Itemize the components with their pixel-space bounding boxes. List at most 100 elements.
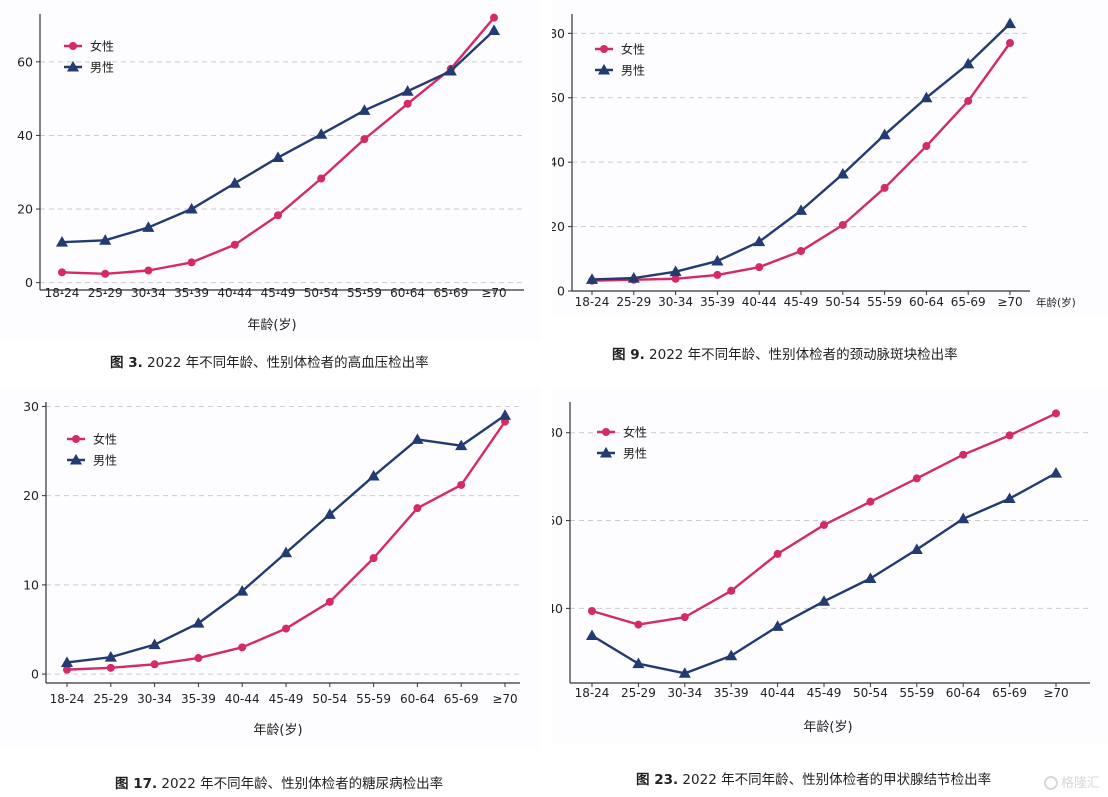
data-point-female: [671, 274, 680, 283]
data-point-male: [367, 469, 380, 481]
y-tick-label: 20: [23, 488, 39, 503]
data-point-female: [959, 450, 968, 459]
caption-fig-number: 图 17.: [115, 776, 158, 792]
x-tick-label: 60-64: [390, 286, 425, 300]
caption-text: 2022 年不同年龄、性别体检者的高血压检出率: [147, 355, 429, 371]
x-tick-label: 60-64: [946, 686, 981, 700]
x-tick-label: 40-44: [760, 686, 795, 700]
x-axis-label: 年龄(岁): [803, 720, 852, 735]
legend-label: 女性: [621, 42, 645, 57]
legend-label: 男性: [90, 61, 114, 75]
x-tick-label: 18-24: [575, 295, 610, 309]
series-line-female: [591, 412, 1057, 626]
x-tick-label: 55-59: [899, 686, 934, 700]
thyroid-nodule-line-chart: 40 60 80 18-24 25-29 30-34 35-39 40-44 45-49 50-5…: [552, 388, 1108, 743]
data-point-female: [713, 270, 722, 279]
x-axis-label: 年龄(岁): [247, 318, 296, 333]
legend-marker-male: [599, 446, 613, 458]
legend-marker-male: [597, 63, 611, 75]
caption-text: 2022 年不同年龄、性别体检者的甲状腺结节检出率: [682, 772, 992, 788]
data-point-female: [880, 183, 889, 192]
data-point-female: [150, 660, 159, 669]
x-tick-label: 30-34: [131, 286, 166, 300]
x-tick-label: ≥70: [481, 286, 506, 300]
data-point-female: [325, 597, 334, 606]
x-tick-label: 40-44: [225, 692, 260, 706]
data-point-male: [585, 273, 599, 284]
data-point-female: [755, 263, 764, 272]
data-point-female: [1006, 38, 1014, 47]
watermark: 格隆汇: [1043, 772, 1100, 791]
data-point-female: [797, 247, 805, 256]
data-point-female: [274, 211, 282, 220]
data-point-female: [866, 497, 875, 506]
data-point-male: [401, 85, 414, 96]
caption-thyroid-nodule: 图 23. 2022 年不同年龄、性别体检者的甲状腺结节检出率: [636, 768, 991, 788]
x-tick-label: 45-49: [261, 286, 296, 300]
x-tick-label: 65-69: [433, 286, 468, 300]
data-point-female: [634, 620, 643, 629]
data-point-male: [836, 167, 849, 179]
legend-marker-female: [600, 45, 608, 53]
caption-fig-number: 图 3.: [110, 355, 143, 371]
x-tick-label: 50-54: [853, 686, 888, 700]
data-point-female: [63, 665, 71, 674]
y-tick-label: 40: [17, 128, 33, 143]
x-tick-label: 25-29: [88, 286, 123, 300]
x-tick-label: 65-69: [444, 692, 479, 706]
y-tick-label: 80: [552, 425, 563, 440]
data-point-female: [838, 220, 847, 229]
data-point-female: [403, 99, 412, 108]
data-point-female: [230, 240, 239, 249]
data-point-female: [727, 586, 736, 595]
data-point-female: [187, 258, 196, 267]
legend-label: 女性: [90, 39, 114, 54]
x-tick-label: 30-34: [658, 295, 693, 309]
data-point-female: [773, 549, 782, 558]
x-tick-label: ≥70: [492, 692, 517, 706]
legend-label: 男性: [623, 447, 647, 461]
caption-carotid-plaque: 图 9. 2022 年不同年龄、性别体检者的颈动脉斑块检出率: [612, 343, 958, 363]
caption-text: 2022 年不同年龄、性别体检者的糖尿病检出率: [161, 776, 444, 792]
data-point-male: [192, 617, 205, 628]
legend-marker-male: [69, 453, 83, 465]
x-tick-label: 30-34: [667, 686, 702, 700]
data-point-male: [498, 409, 512, 420]
data-point-male: [1049, 466, 1063, 478]
data-point-male: [148, 638, 161, 650]
y-tick-label: 60: [17, 54, 33, 69]
y-tick-label: 0: [25, 275, 33, 290]
carotid-plaque-line-chart: 0 20 40 60 80 18-24 25-29 30-34 35-39 40-44 45-49 5…: [552, 0, 1108, 318]
data-point-male: [358, 104, 371, 115]
y-tick-label: 80: [552, 26, 565, 41]
x-tick-label: 50-54: [312, 692, 347, 706]
caption-fig-number: 图 23.: [636, 772, 679, 788]
x-tick-label: 55-59: [347, 286, 382, 300]
y-tick-label: 40: [552, 601, 563, 616]
data-point-female: [282, 624, 290, 633]
data-point-male: [142, 221, 155, 232]
x-tick-label: ≥70: [1043, 686, 1068, 700]
data-point-male: [632, 657, 645, 669]
data-point-male: [185, 202, 198, 214]
x-tick-label: 45-49: [269, 692, 304, 706]
data-point-female: [457, 480, 466, 489]
legend-label: 女性: [93, 432, 117, 447]
data-point-female: [588, 606, 596, 615]
x-tick-label: 18-24: [575, 686, 610, 700]
caption-text: 2022 年不同年龄、性别体检者的颈动脉斑块检出率: [649, 347, 958, 363]
x-tick-label: 18-24: [50, 692, 85, 706]
data-point-male: [236, 584, 249, 596]
x-tick-label: ≥70: [997, 295, 1022, 309]
data-point-male: [678, 667, 691, 678]
data-point-female: [317, 174, 326, 183]
data-point-male: [878, 128, 891, 140]
watermark-logo-icon: [1043, 776, 1058, 790]
data-point-male: [817, 595, 831, 606]
data-point-female: [1052, 409, 1060, 418]
x-tick-label: 65-69: [951, 295, 986, 309]
x-tick-label: 60-64: [400, 692, 435, 706]
data-point-male: [771, 620, 784, 631]
x-tick-label: 35-39: [181, 692, 216, 706]
caption-diabetes: 图 17. 2022 年不同年龄、性别体检者的糖尿病检出率: [115, 772, 443, 792]
